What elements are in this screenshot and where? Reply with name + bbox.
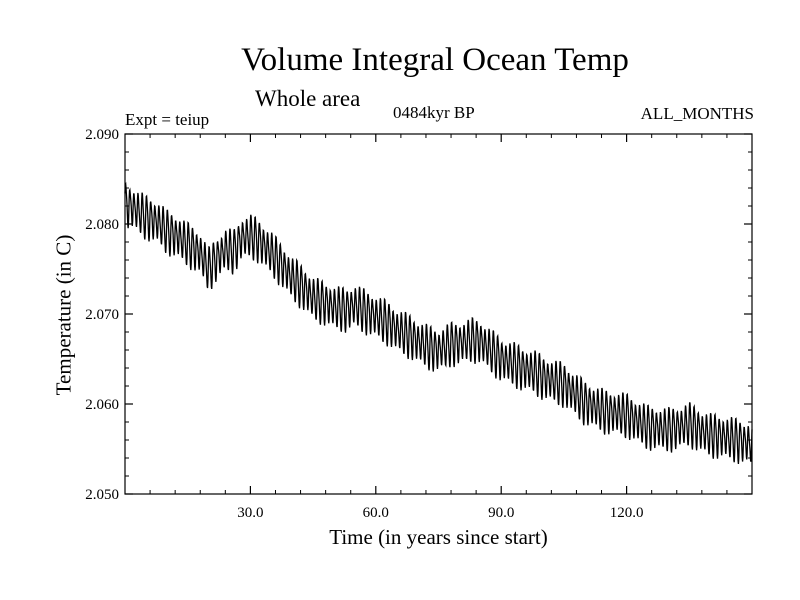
chart-title: Volume Integral Ocean Temp (241, 42, 629, 78)
x-tick-label: 60.0 (363, 505, 389, 521)
x-tick-label: 120.0 (610, 505, 644, 521)
y-tick-label: 2.090 (85, 127, 119, 143)
plot-frame (124, 133, 753, 495)
y-axis-label: Temperature (in C) (51, 234, 76, 396)
x-axis-label: Time (in years since start) (329, 525, 548, 549)
y-tick-label: 2.070 (85, 307, 119, 323)
chart-subtitle: Whole area (255, 86, 361, 111)
months-label: ALL_MONTHS (640, 104, 754, 123)
y-tick-label: 2.080 (85, 217, 119, 233)
y-tick-label: 2.060 (85, 397, 119, 413)
period-label: 0484kyr BP (393, 103, 475, 122)
x-tick-label: 90.0 (488, 505, 514, 521)
y-tick-label: 2.050 (85, 487, 119, 503)
experiment-label: Expt = teiup (125, 110, 210, 129)
series-line-0 (124, 181, 753, 465)
x-tick-label: 30.0 (237, 505, 263, 521)
